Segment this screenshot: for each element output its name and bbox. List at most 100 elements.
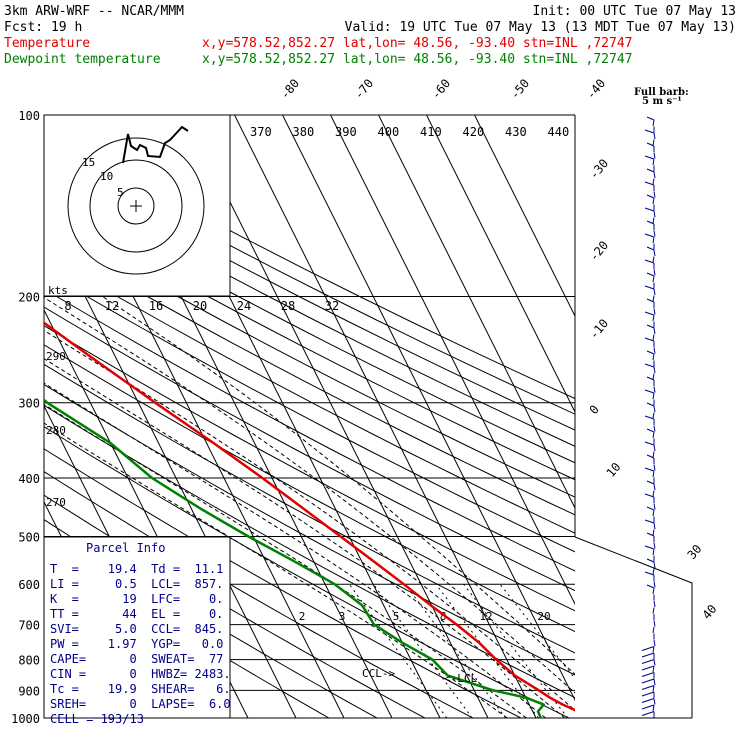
parcel-info-rows: T = 19.4 Td = 11.1LI = 0.5 LCL= 857.K = … [50,562,231,726]
isotherm-label: 30 [685,542,705,562]
hodograph-ring-label-15: 15 [82,156,95,169]
wind-barb-flag [646,324,655,329]
dry-adiabat-line [44,325,575,612]
dry-adiabat-line [44,143,575,415]
hodograph-speed-label: 24 [237,299,251,313]
theta-label: 370 [250,125,272,139]
mixing-ratio-line [348,583,448,718]
wind-barb [652,685,655,692]
wind-barb-flag [644,389,655,394]
wind-barb [652,529,655,536]
wind-barb-flag [641,652,655,658]
wind-barb [652,704,655,712]
wind-barb [653,659,656,666]
hodograph-speed-label: 8 [64,299,71,313]
parcel-info-row: SVI= 5.0 CCL= 845. [50,622,223,636]
dry-adiabat-line [44,236,575,516]
wind-barb-flag [641,646,655,651]
wind-barb [652,217,655,224]
wind-barb [652,451,655,458]
theta-label: 380 [293,125,315,139]
dry-adiabat-line [44,270,575,553]
wind-barb [652,197,655,205]
wind-barb [652,275,655,283]
right-axis-lower [574,536,693,718]
wind-barb-flag [644,467,655,472]
parcel-info-row: K = 19 LFC= 0. [50,592,223,606]
isotherm-line [378,115,575,510]
dry-adiabat-line [44,158,575,431]
wind-barb [653,171,656,179]
wind-barb-flag [641,659,655,664]
wind-barb-flag [644,285,655,290]
pressure-tick-label: 800 [18,654,40,668]
wind-barb [653,542,656,549]
wind-barb-flag [646,402,655,407]
hodograph-speed-label: 12 [105,299,119,313]
wind-barb-flag [646,142,655,147]
wind-barb [652,470,655,478]
parcel-info-row: LI = 0.5 LCL= 857. [50,577,223,591]
wind-barb [652,158,655,166]
wind-barb-flag [641,698,655,703]
wind-barb [653,366,656,374]
wind-barb [653,483,656,491]
parcel-info-row: CELL = 193/13 [50,712,144,726]
pressure-tick-label: 200 [18,291,40,305]
isotherm-line [474,115,575,318]
dry-adiabat-line [44,306,575,592]
isotherm-label: 40 [700,602,720,622]
wind-barb [652,548,655,556]
dry-adiabat-line [44,253,575,534]
wind-barb [653,522,656,530]
parcel-info-row: Tc = 19.9 SHEAR= 6. [50,682,231,696]
dry-adiabat-line [44,363,575,654]
mixing-ratio-label: 12 [479,610,492,623]
isotherm-line [426,115,575,414]
parcel-info-title: Parcel Info [86,541,165,555]
dry-adiabat-line [44,448,522,718]
isotherm-label: -20 [587,238,612,264]
pressure-tick-label: 700 [18,619,40,633]
dry-adiabat-line [44,383,575,676]
wind-barb-flag [646,454,655,459]
isotherm-label: -30 [587,156,612,182]
wind-barb-flag [644,259,655,264]
hodograph-speed-label: 28 [281,299,295,313]
wind-barb-flag [646,194,655,199]
wind-barb [652,119,655,127]
parcel-info-row: CIN = 0 HWBZ= 2483. [50,667,231,681]
barb-legend-line2: 5 m s⁻¹ [642,96,682,107]
wind-barb-column [641,116,656,718]
wind-barb [652,314,655,322]
wind-barb [653,600,656,608]
mixing-ratio-label: 3 [339,610,346,623]
wind-barb [652,431,655,439]
wind-barb [653,678,656,686]
wind-barb-flag [644,337,655,342]
wind-barb-flag [644,207,655,212]
wind-barb [653,269,656,276]
wind-barb-flag [644,441,655,446]
wind-barb [652,490,655,497]
pressure-tick-label: 900 [18,684,40,698]
dry-adiabat-line [44,128,575,400]
hodograph-inset: 5 10 15 [43,114,231,297]
wind-barb-flag [646,298,655,303]
theta-label-left: 280 [46,424,66,437]
ccl-annotation: CCL-> [362,667,395,680]
wind-barb-flag [644,519,655,524]
forecast-hour: Fcst: 19 h [4,20,82,35]
theta-label: 390 [335,125,357,139]
wind-barb [652,626,655,634]
hodograph-ring-label-5: 5 [117,186,124,199]
wind-barb [653,425,656,432]
parcel-info-frame [43,536,231,719]
wind-barb [653,347,656,354]
wind-barb [653,230,656,237]
wind-barb [653,639,656,647]
wind-barb [653,191,656,198]
wind-barb [652,509,655,517]
wind-barb [653,249,656,257]
